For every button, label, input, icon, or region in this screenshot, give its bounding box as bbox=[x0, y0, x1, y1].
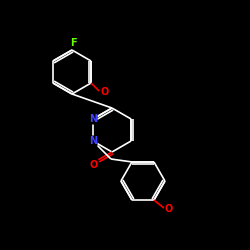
Text: N: N bbox=[89, 114, 97, 124]
Text: N: N bbox=[89, 136, 97, 146]
Text: O: O bbox=[165, 204, 173, 214]
Text: O: O bbox=[101, 87, 109, 97]
Text: O: O bbox=[90, 160, 98, 170]
Text: F: F bbox=[70, 38, 76, 48]
